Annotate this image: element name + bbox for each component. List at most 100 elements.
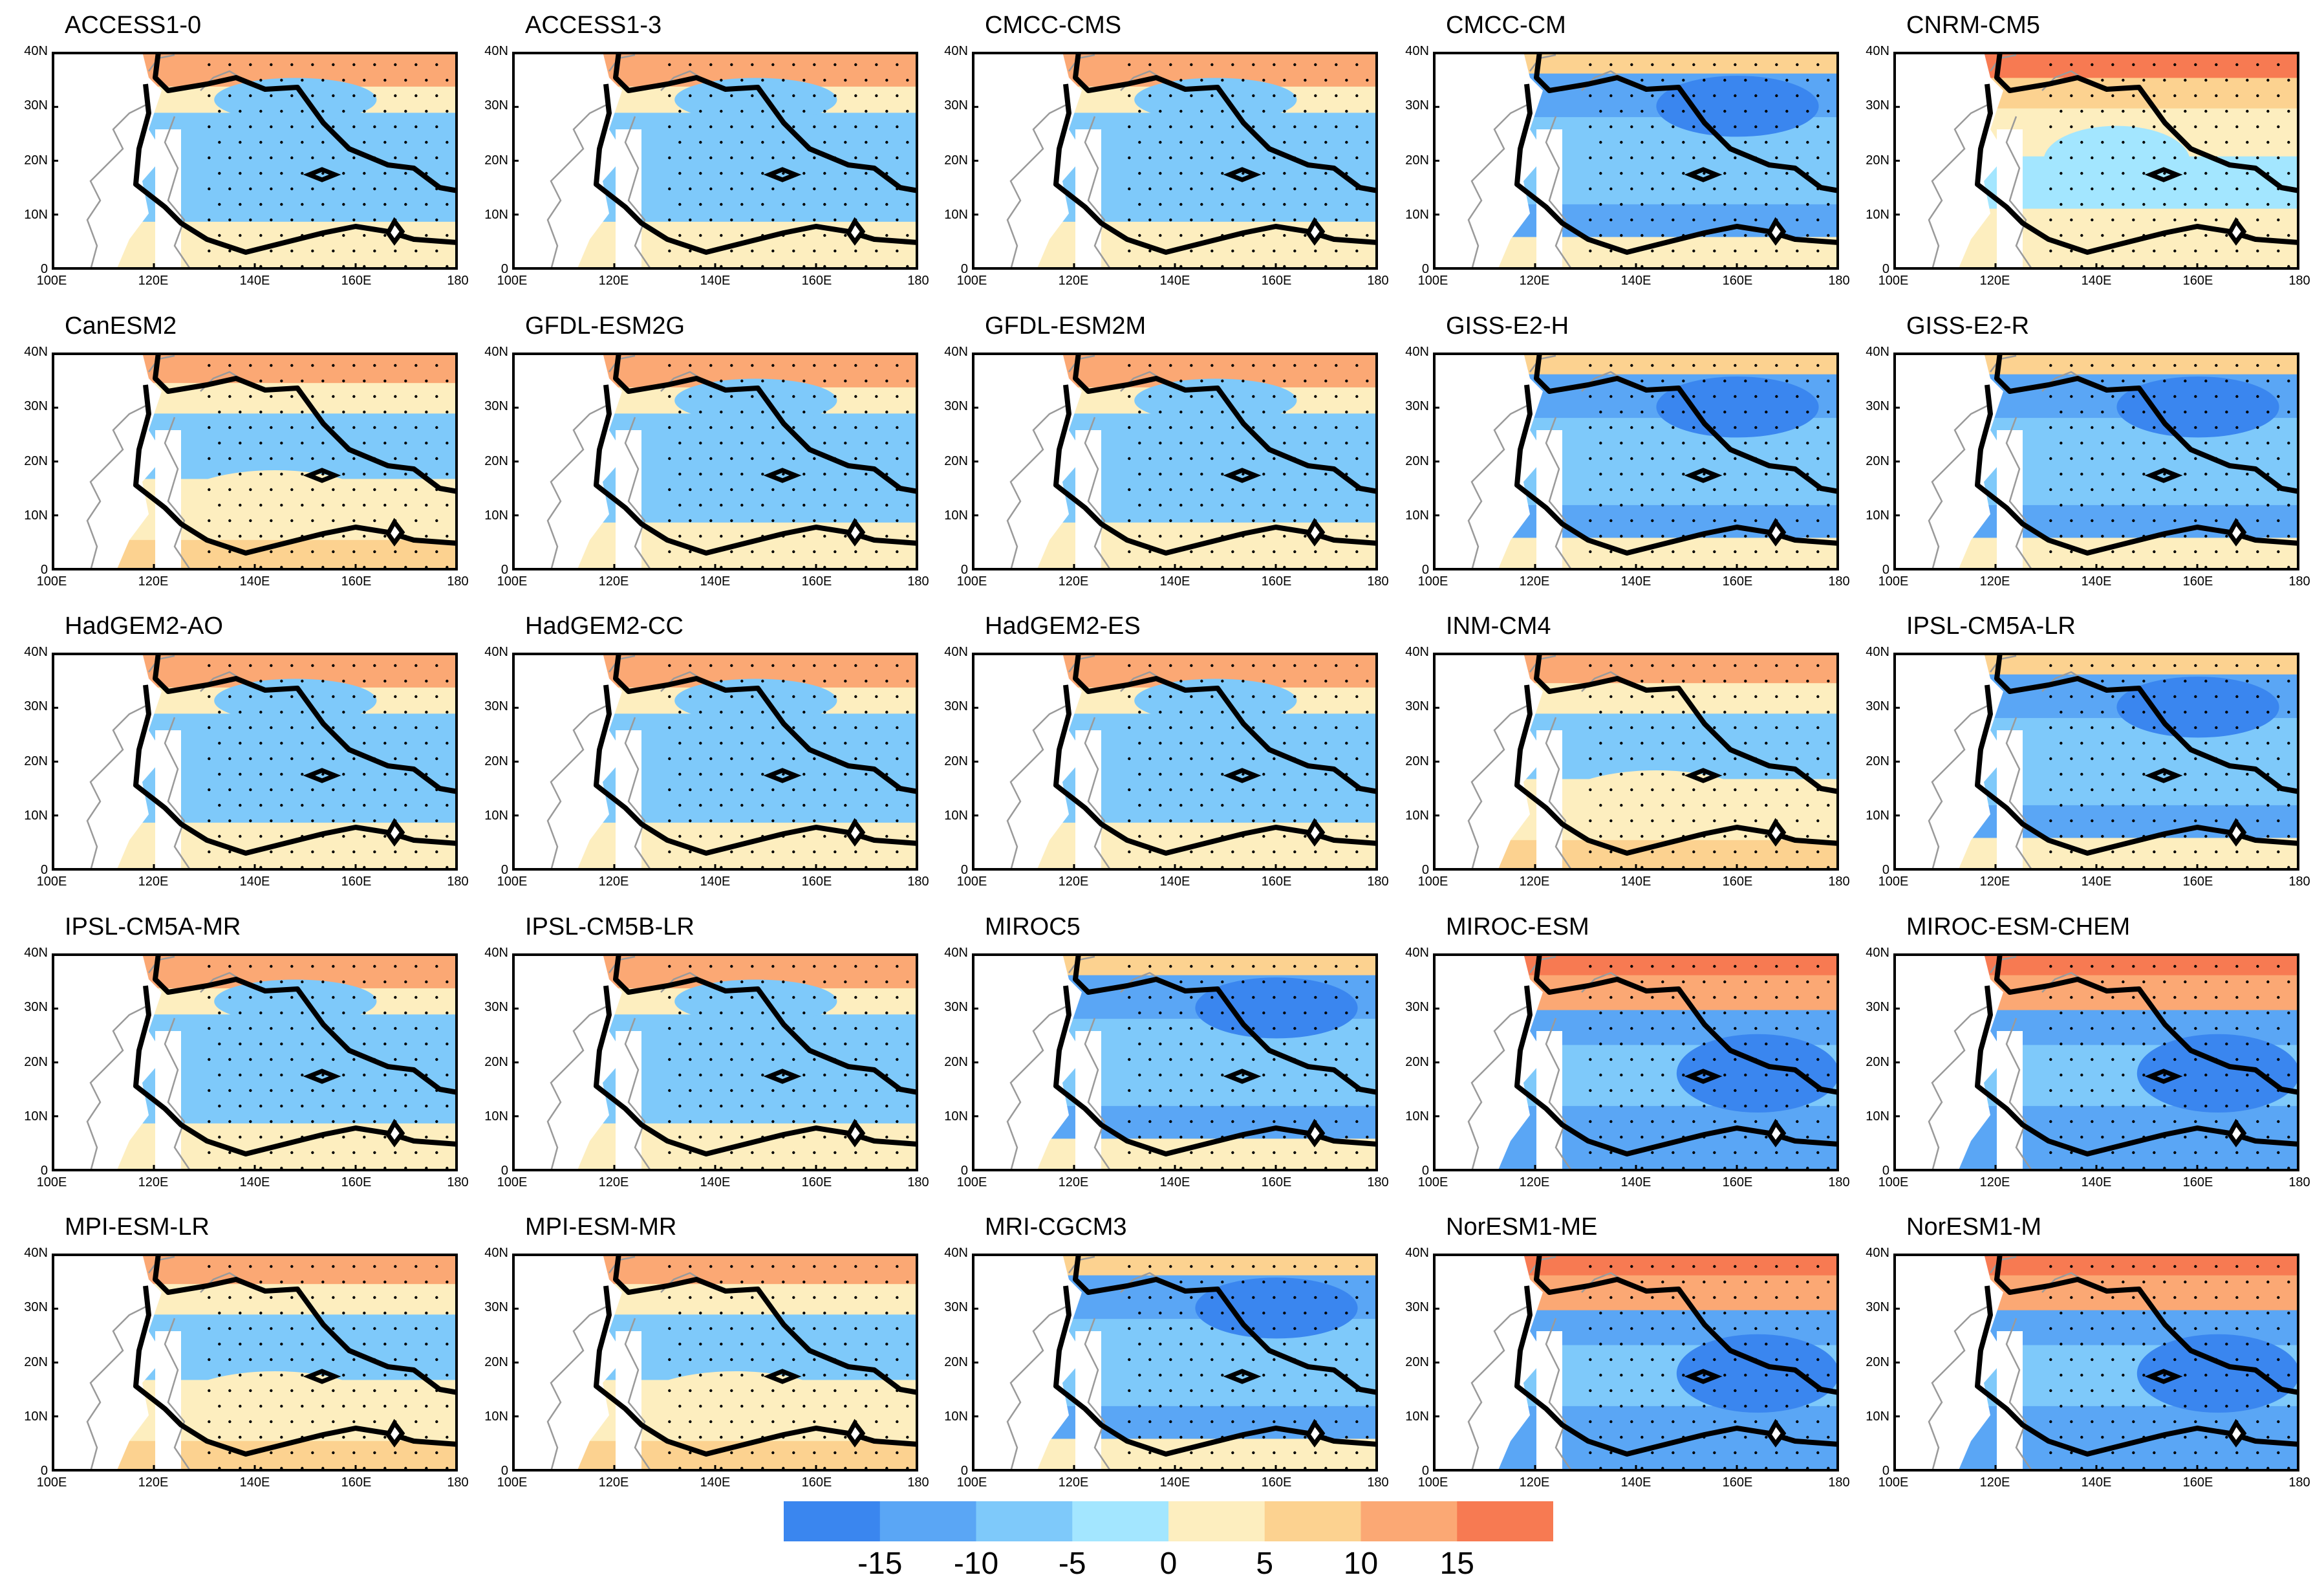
coastline (1006, 655, 1167, 871)
lon-tick-label: 100E (956, 1175, 987, 1190)
lat-tick-label: 40N (944, 946, 968, 960)
lat-tick-label: 0 (960, 563, 968, 577)
land-mask (52, 953, 165, 1171)
lat-tick-label: 10N (944, 207, 968, 222)
lat-tick-label: 0 (1882, 262, 1889, 276)
map-panel (1433, 353, 1839, 570)
lon-tick-label: 120E (1979, 1175, 2010, 1190)
diamond-marker (845, 217, 866, 246)
contour-lower (1514, 684, 1839, 856)
lat-tick-label: 30N (944, 98, 968, 113)
lon-tick-label: 100E (1417, 574, 1448, 589)
lon-tick-label: 100E (956, 574, 987, 589)
lat-tick-label: 10N (1405, 1109, 1429, 1124)
lon-tick-label: 140E (1620, 874, 1652, 889)
coastline (546, 955, 707, 1171)
lon-tick-label: 120E (598, 274, 629, 288)
map-panel (972, 52, 1378, 270)
anomaly-center (1134, 679, 1297, 722)
map-panel (972, 1254, 1378, 1472)
diamond-marker (763, 167, 802, 182)
coastline (1006, 54, 1167, 270)
panel-title: CMCC-CM (1446, 12, 1566, 39)
diamond-marker (763, 768, 802, 783)
lon-tick-label: 100E (1417, 1175, 1448, 1190)
anomaly-center (674, 78, 837, 122)
lat-tick-label: 30N (24, 699, 48, 714)
lat-tick-label: 20N (484, 1054, 508, 1069)
land-mask (52, 653, 165, 871)
diamond-marker (1305, 217, 1326, 246)
contour-lower (1514, 985, 1839, 1157)
lat-tick-label: 0 (500, 863, 508, 877)
lat-tick-label: 30N (1405, 1000, 1429, 1015)
diamond-marker (1684, 167, 1723, 182)
lon-tick-label: 140E (1620, 1475, 1652, 1490)
lon-tick-label: 140E (1620, 274, 1652, 288)
diamond-marker (303, 1369, 341, 1384)
lat-tick-label: 40N (1866, 946, 1889, 960)
significance-stipple (668, 964, 918, 1170)
lat-tick-label: 10N (484, 207, 508, 222)
lat-tick-label: 30N (24, 98, 48, 113)
lon-tick-label: 140E (2081, 1175, 2112, 1190)
anomaly-center (214, 979, 377, 1023)
diamond-marker (1684, 768, 1723, 783)
land-mask (1433, 653, 1546, 871)
diamond-marker (2144, 1369, 2183, 1384)
contour-upper (1534, 1254, 1839, 1395)
anomaly-center (2136, 1034, 2299, 1113)
lat-tick-label: 30N (1866, 98, 1889, 113)
lon-tick-label: 100E (1878, 874, 1909, 889)
lon-tick-label: 180 (2288, 874, 2310, 889)
lon-tick-label: 120E (138, 1175, 169, 1190)
colorbar-label: 5 (1256, 1547, 1274, 1581)
lat-tick-label: 40N (1405, 645, 1429, 659)
lat-tick-label: 0 (500, 1164, 508, 1178)
lon-tick-label: 120E (1979, 274, 2010, 288)
coastline (1467, 955, 1628, 1171)
lon-tick-label: 160E (1722, 1475, 1753, 1490)
map-panel (52, 353, 458, 570)
contour-lower (594, 985, 918, 1157)
significance-stipple (1589, 664, 1839, 869)
diamond-marker (385, 818, 405, 847)
lat-tick-label: 40N (484, 946, 508, 960)
contour-upper (153, 353, 458, 494)
panel-title: CNRM-CM5 (1906, 12, 2040, 39)
lon-tick-label: 160E (341, 1475, 372, 1490)
anomaly-center (1676, 1034, 1839, 1113)
panel-title: NorESM1-M (1906, 1213, 2042, 1241)
lat-tick-label: 10N (1866, 808, 1889, 823)
lon-tick-label: 100E (36, 874, 67, 889)
lat-tick-label: 0 (1421, 262, 1429, 276)
panel-title: ACCESS1-3 (525, 12, 662, 39)
lat-tick-label: 10N (944, 1109, 968, 1124)
lat-tick-label: 20N (1405, 754, 1429, 768)
significance-stipple (1589, 964, 1839, 1170)
land-mask (972, 353, 1085, 570)
lat-tick-label: 0 (500, 1464, 508, 1478)
lon-tick-label: 160E (1261, 274, 1292, 288)
lon-tick-label: 140E (1159, 1475, 1190, 1490)
diamond-marker (1766, 1418, 1787, 1448)
lon-tick-label: 100E (36, 274, 67, 288)
lon-tick-label: 160E (1261, 574, 1292, 589)
contour-lower (594, 83, 918, 255)
lat-tick-label: 0 (40, 262, 48, 276)
lat-tick-label: 30N (484, 699, 508, 714)
contour-upper (153, 1254, 458, 1395)
lat-tick-label: 10N (1405, 808, 1429, 823)
lat-tick-label: 20N (1405, 1354, 1429, 1369)
lat-tick-label: 10N (944, 808, 968, 823)
diamond-marker (1305, 1118, 1326, 1147)
coastline (546, 655, 707, 871)
lon-tick-label: 100E (497, 874, 528, 889)
lon-tick-label: 140E (2081, 574, 2112, 589)
lat-tick-label: 0 (1882, 563, 1889, 577)
colorbar-swatch (1457, 1501, 1553, 1541)
diamond-marker (2226, 517, 2247, 547)
panel-title: IPSL-CM5A-MR (65, 913, 241, 940)
lon-tick-label: 120E (1058, 274, 1089, 288)
lon-tick-label: 180 (1828, 274, 1850, 288)
